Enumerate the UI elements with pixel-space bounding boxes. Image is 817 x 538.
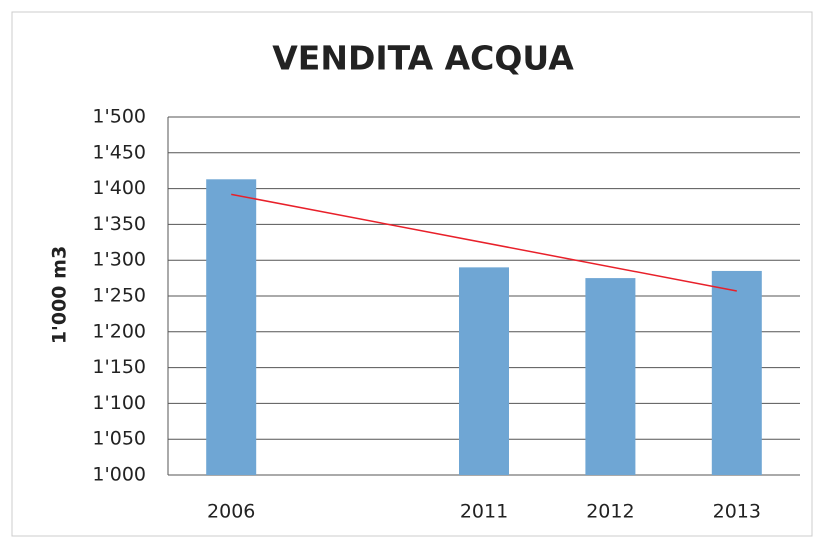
chart-title: VENDITA ACQUA [272, 39, 574, 78]
x-tick-label: 2006 [207, 501, 255, 523]
bar [459, 267, 509, 475]
x-tick-label: 2013 [713, 501, 761, 523]
y-tick-label: 1'500 [92, 106, 146, 128]
x-tick-label: 2011 [460, 501, 508, 523]
y-tick-label: 1'150 [92, 356, 146, 378]
bar [711, 270, 762, 475]
y-tick-label: 1'200 [92, 320, 146, 342]
bar [206, 179, 257, 476]
y-tick-label: 1'350 [92, 213, 146, 235]
bar [585, 278, 636, 475]
y-axis-label: 1'000 m3 [49, 246, 71, 344]
y-tick-label: 1'400 [92, 177, 146, 199]
y-tick-label: 1'300 [92, 249, 146, 271]
y-tick-label: 1'050 [92, 428, 146, 450]
y-tick-label: 1'450 [92, 141, 146, 163]
y-tick-label: 1'000 [92, 464, 146, 486]
y-tick-label: 1'250 [92, 285, 146, 307]
y-tick-label: 1'100 [92, 392, 146, 414]
trend-line [231, 193, 737, 292]
x-tick-label: 2012 [586, 501, 634, 523]
chart-frame [11, 11, 813, 537]
